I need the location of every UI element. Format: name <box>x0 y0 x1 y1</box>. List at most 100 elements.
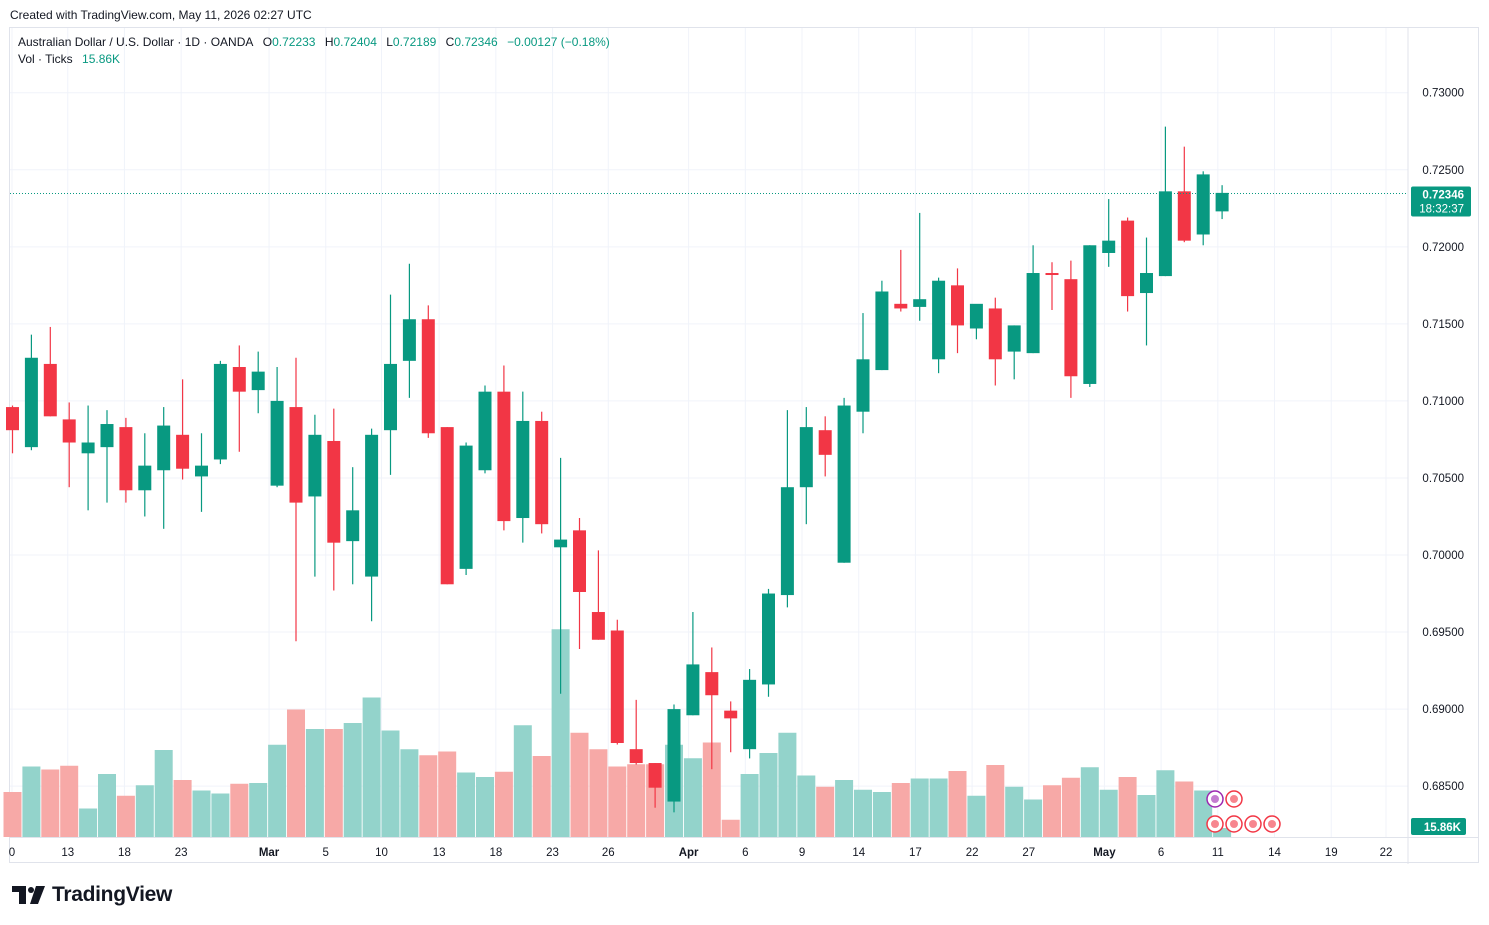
price-tick-label: 0.71000 <box>1422 396 1464 408</box>
volume-bar <box>305 729 324 837</box>
time-tick-label: 19 <box>1325 847 1338 859</box>
volume-bar <box>929 778 948 837</box>
candle-body <box>289 407 303 503</box>
volume-bar <box>1175 781 1194 837</box>
close-value: 0.72346 <box>454 35 498 49</box>
change-value: −0.00127 (−0.18%) <box>507 35 610 49</box>
time-tick-label: 27 <box>1022 847 1035 859</box>
candle-body <box>62 419 76 443</box>
volume-bar <box>192 790 211 837</box>
time-tick-label: 26 <box>602 847 615 859</box>
volume-bar <box>381 730 400 837</box>
volume-bar <box>287 709 305 837</box>
candle-body <box>1007 325 1021 352</box>
candle-body <box>1064 279 1078 377</box>
low-value: 0.72189 <box>392 35 437 49</box>
volume-bar <box>551 629 570 837</box>
volume-bar <box>891 783 910 837</box>
candles <box>6 126 1229 813</box>
price-tick-label: 0.69000 <box>1422 704 1464 716</box>
candle-body <box>1196 174 1210 235</box>
price-tick-label: 0.70000 <box>1422 550 1464 562</box>
volume-bar <box>211 793 230 837</box>
candle-body <box>743 679 757 750</box>
candle-body <box>516 420 530 519</box>
volume-bar <box>22 766 41 837</box>
open-label: O <box>262 35 273 49</box>
volume-bar <box>438 751 457 837</box>
candle-body <box>554 539 568 548</box>
time-tick-label: 6 <box>742 847 748 859</box>
candle-body <box>270 400 284 486</box>
volume-bar <box>1005 786 1024 837</box>
volume-bar <box>400 749 419 837</box>
price-axis: 0.73000 0.72500 0.72000 0.71500 0.71000 0.705… <box>1411 88 1471 835</box>
candle-body <box>780 487 794 596</box>
volume-bar <box>967 795 986 837</box>
candle-body <box>138 465 152 491</box>
time-tick-label: 23 <box>175 847 188 859</box>
volume-bar <box>570 732 589 837</box>
volume-bar <box>116 795 135 837</box>
low-label: L <box>386 35 393 49</box>
event-flag-icon-dot <box>1249 820 1257 828</box>
candle-body <box>43 363 57 417</box>
candle-body <box>157 425 171 471</box>
volume-bar <box>324 729 343 837</box>
candle-body <box>1158 191 1172 277</box>
candle-body <box>573 530 586 592</box>
candle-body <box>6 407 19 431</box>
candle-body <box>81 442 95 454</box>
event-flag-icon-dot <box>1211 820 1219 828</box>
candle-body <box>1215 192 1229 212</box>
tradingview-logo[interactable]: TradingView <box>12 882 172 908</box>
candle-body <box>629 749 643 764</box>
price-tick-label: 0.70500 <box>1422 473 1464 485</box>
brand-name: TradingView <box>52 883 173 906</box>
volume-bar <box>816 786 835 837</box>
volume-bar <box>419 755 438 837</box>
candle-body <box>421 319 435 434</box>
volume-bar <box>872 792 891 837</box>
time-tick-label: 14 <box>852 847 865 859</box>
time-tick-label: Apr <box>679 847 699 859</box>
time-tick-label: 22 <box>966 847 979 859</box>
created-note: Created with TradingView.com, May 11, 20… <box>10 8 312 22</box>
candle-body <box>875 291 889 371</box>
candle-body <box>402 319 416 361</box>
volume-bar <box>268 744 287 837</box>
chart-frame[interactable] <box>9 27 1479 863</box>
candle-body <box>932 280 946 360</box>
candle-body <box>894 303 908 309</box>
time-tick-label: 14 <box>1268 847 1281 859</box>
candle-body <box>969 303 983 329</box>
candle-body <box>1026 273 1040 354</box>
candle-body <box>195 465 208 477</box>
time-tick-label: 0 <box>9 847 15 859</box>
time-tick-label: 6 <box>1158 847 1164 859</box>
volume-bar <box>721 819 740 837</box>
candle-body <box>951 285 964 326</box>
volume-bar <box>986 765 1005 837</box>
volume-tag <box>1411 818 1466 835</box>
volume-bar <box>589 749 608 837</box>
candle-body <box>1121 220 1135 297</box>
volume-bars <box>3 629 1232 837</box>
candle-body <box>100 424 114 448</box>
candle-body <box>667 709 681 802</box>
volume-bar <box>173 780 192 837</box>
price-tick-label: 0.69500 <box>1422 627 1464 639</box>
volume-bar <box>778 732 797 837</box>
volume-bar <box>797 775 816 837</box>
volume-bar <box>854 789 872 837</box>
open-value: 0.72233 <box>272 35 316 49</box>
candle-body <box>856 359 870 412</box>
price-tick-label: 0.71500 <box>1422 319 1464 331</box>
time-tick-label: Mar <box>259 847 280 859</box>
time-tick-label: 10 <box>375 847 388 859</box>
candle-body <box>535 420 549 525</box>
candle-body <box>818 430 832 455</box>
candle-body <box>762 593 775 685</box>
volume-bar <box>608 766 627 837</box>
